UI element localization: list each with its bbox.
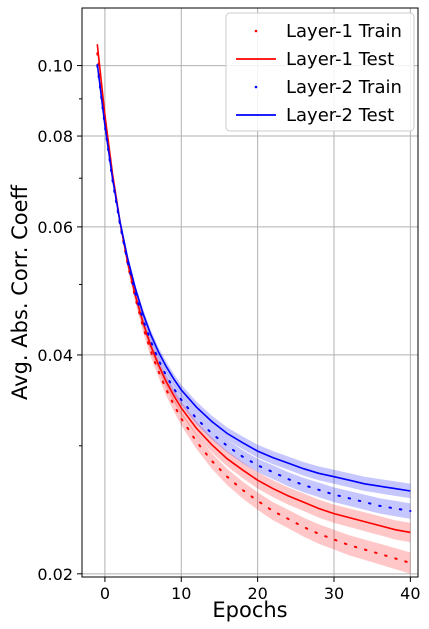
x-tick-label: 20 [247, 584, 267, 603]
series-line [96, 63, 411, 492]
x-tick-label: 30 [324, 584, 344, 603]
legend-label: Layer-2 Test [286, 105, 394, 126]
plot-frame [81, 7, 419, 578]
y-tick-label: 0.06 [37, 218, 73, 237]
legend-label: Layer-1 Test [286, 49, 394, 70]
series-line [96, 52, 412, 564]
x-tick-label: 10 [171, 584, 191, 603]
legend: Layer-1 Train Layer-1 Test Layer-2 Train La… [225, 12, 415, 132]
legend-box [225, 12, 415, 132]
legend-marker [254, 29, 258, 33]
y-axis-label: Avg. Abs. Corr. Coeff [8, 184, 32, 399]
legend-label: Layer-2 Train [286, 77, 402, 98]
y-tick-label: 0.08 [37, 127, 73, 146]
series-line [96, 64, 412, 512]
x-axis-label: Epochs [212, 598, 287, 622]
y-tick-label: 0.10 [37, 57, 73, 76]
series-lines [96, 44, 412, 564]
x-tick-label: 40 [400, 584, 420, 603]
y-tick-label: 0.04 [37, 346, 73, 365]
ticks: 0 10 20 30 40 0.02 0.04 0.06 0.08 0.10 [37, 57, 420, 603]
legend-marker [254, 85, 258, 89]
y-tick-label: 0.02 [37, 565, 73, 584]
legend-label: Layer-1 Train [286, 21, 402, 42]
x-tick-label: 0 [100, 584, 110, 603]
